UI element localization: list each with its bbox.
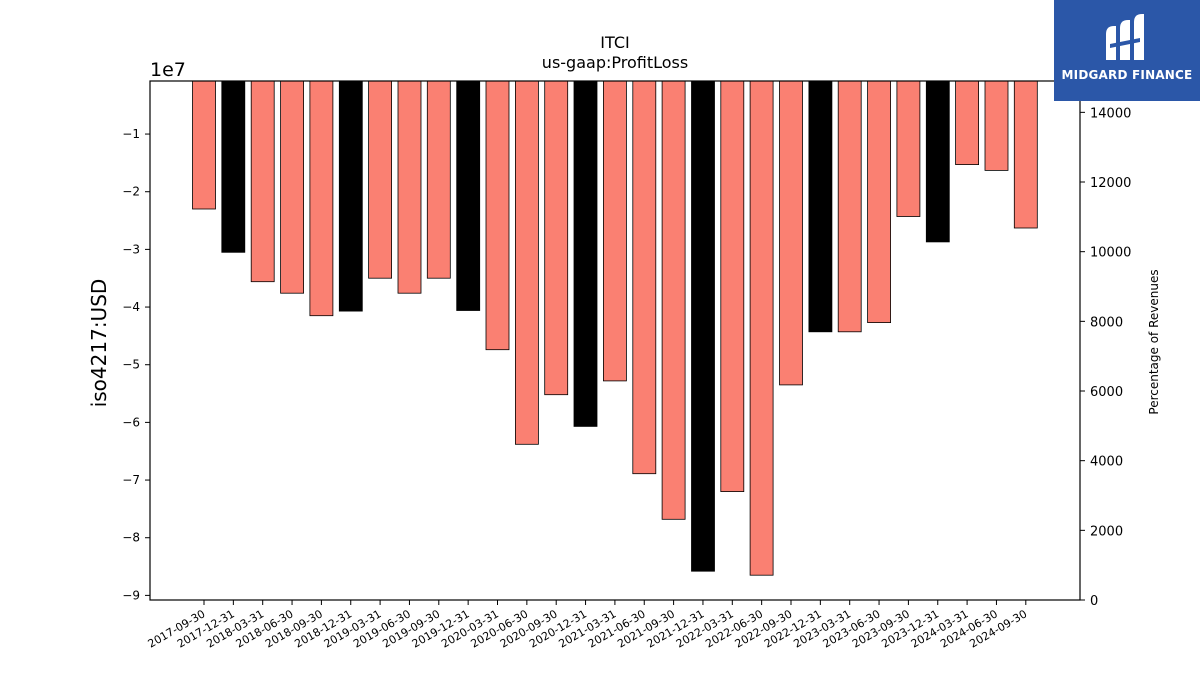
bar-2017-09-30: [192, 80, 216, 210]
y2-axis: 0 2000 4000 6000 8000 10000 12000 14000: [1080, 106, 1131, 609]
bar-2020-03-31: [485, 80, 510, 351]
y2-tick-label: 10000: [1090, 246, 1131, 261]
y-tick-label: −8: [122, 531, 140, 545]
y-tick-label: −1: [122, 127, 140, 141]
x-axis: 2017-09-302017-12-312018-03-312018-06-30…: [146, 600, 1029, 651]
y-tick-label: −7: [122, 473, 140, 487]
y-axis-label: iso4217:USD: [87, 279, 111, 408]
y2-tick-label: 4000: [1090, 455, 1123, 470]
y-tick-label: −3: [122, 242, 140, 256]
bar-2024-06-30: [984, 80, 1009, 171]
bar-2018-06-30: [280, 80, 305, 294]
y2-tick-label: 0: [1090, 594, 1098, 609]
y-tick-label: −4: [122, 300, 140, 314]
y-tick-label: −2: [122, 185, 140, 199]
bar-2024-09-30: [1013, 80, 1038, 229]
bar-2022-06-30: [749, 80, 774, 576]
bar-2020-12-31: [573, 80, 598, 427]
bar-2018-09-30: [309, 80, 334, 317]
y-tick-label: −6: [122, 415, 140, 429]
bar-2020-09-30: [544, 80, 569, 396]
y2-tick-label: 6000: [1090, 385, 1123, 400]
y-tick-label: −5: [122, 358, 140, 372]
bar-2024-03-31: [955, 80, 979, 165]
bar-2021-09-30: [661, 80, 686, 520]
bar-2019-12-31: [456, 80, 481, 311]
y2-tick-label: 8000: [1090, 315, 1123, 330]
y2-axis-label: Percentage of Revenues: [1147, 269, 1161, 414]
logo-mark-icon: [1106, 14, 1144, 60]
bar-2022-09-30: [779, 80, 803, 386]
bar-2019-06-30: [397, 80, 422, 294]
y-tick-label: −9: [122, 588, 140, 602]
bar-2021-06-30: [632, 80, 657, 475]
chart-title: ITCI: [600, 33, 629, 52]
bar-2018-12-31: [338, 80, 363, 312]
bar-2022-03-31: [720, 80, 745, 493]
y-axis: −1 −2 −3 −4 −5 −6 −7 −8 −9: [122, 127, 150, 602]
plot-frame: [149, 80, 1081, 601]
logo-text: MIDGARD FINANCE: [1061, 68, 1193, 82]
bar-2023-03-31: [837, 80, 862, 333]
bar-2022-12-31: [808, 80, 833, 333]
y2-tick-label: 12000: [1090, 176, 1131, 191]
y2-tick-label: 14000: [1090, 106, 1131, 121]
bar-2019-03-31: [368, 80, 393, 279]
y2-tick-label: 2000: [1090, 524, 1123, 539]
bar-2023-12-31: [925, 80, 950, 243]
chart-subtitle: us-gaap:ProfitLoss: [542, 53, 688, 72]
bar-2021-03-31: [603, 80, 627, 382]
bar-2018-03-31: [250, 80, 275, 283]
bar-2023-06-30: [867, 80, 891, 324]
bars-group: [192, 80, 1038, 576]
bar-2019-09-30: [426, 80, 451, 279]
midgard-finance-logo: MIDGARD FINANCE: [1054, 0, 1200, 101]
y-axis-offset-label: 1e7: [150, 59, 186, 81]
bar-2020-06-30: [515, 80, 539, 445]
bar-2017-12-31: [221, 80, 246, 253]
bar-2023-09-30: [896, 80, 921, 217]
bar-2021-12-31: [691, 80, 715, 572]
